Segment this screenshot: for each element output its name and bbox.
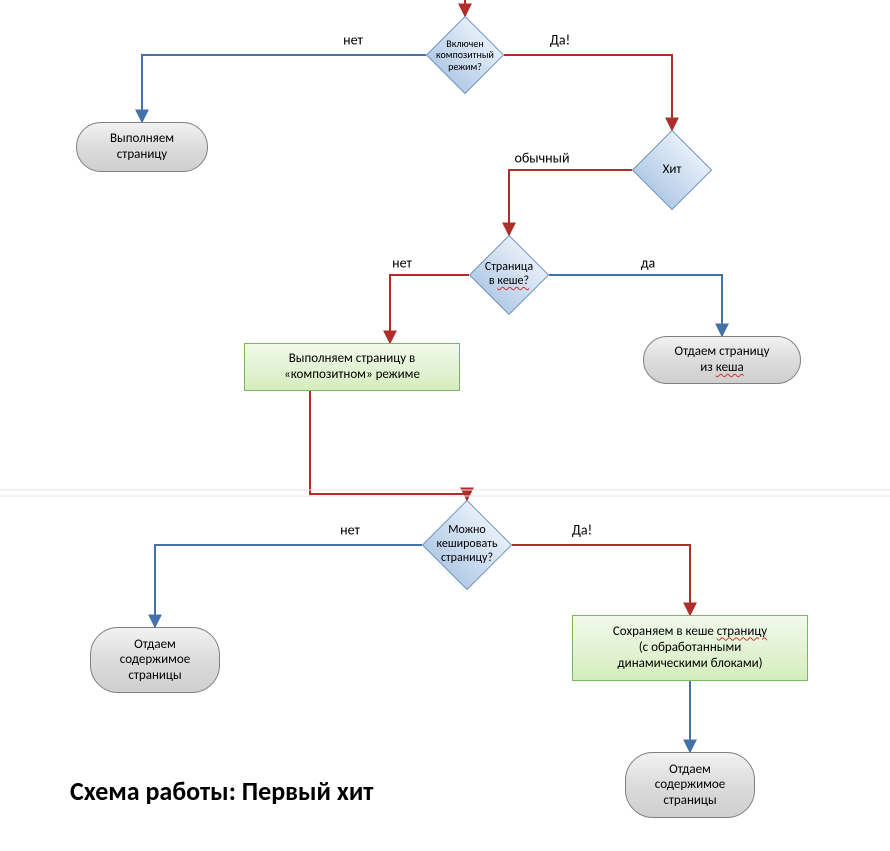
edge-label-e2: Да!: [550, 32, 570, 49]
process-label: Выполняем страницу в«композитном» режиме: [245, 351, 459, 384]
flowchart-stage: Включенкомпозитныйрежим? Выполняемстраниц…: [0, 0, 890, 851]
decision-d4: Можнокешироватьстраницу?: [422, 500, 512, 590]
edge-e2: [504, 55, 672, 130]
process-label: Сохраняем в кеше страницу(с обработанным…: [573, 624, 807, 673]
edge-label-e7: нет: [340, 522, 360, 539]
edge-e7: [155, 545, 422, 627]
chart-title: Схема работы: Первый хит: [70, 775, 373, 807]
decision-d3: Страницав кеше?: [469, 235, 549, 315]
terminator-t1: Выполняемстраницу: [76, 122, 208, 172]
decision-d2: Хит: [632, 130, 712, 210]
terminator-t3: Отдаемсодержимоестраницы: [90, 627, 220, 693]
edge-label-e4: нет: [392, 255, 412, 272]
decision-label: Включенкомпозитныйрежим?: [432, 38, 498, 73]
edge-e4: [390, 275, 469, 343]
edge-label-e5: да: [641, 255, 656, 272]
process-p2: Сохраняем в кеше страницу(с обработанным…: [572, 615, 808, 681]
terminator-t4: Отдаемсодержимоестраницы: [625, 752, 755, 818]
decision-label: Можнокешироватьстраницу?: [432, 524, 501, 565]
edge-e3: [509, 170, 632, 235]
terminator-label: Отдаемсодержимоестраницы: [626, 762, 754, 809]
decision-label: Хит: [659, 163, 686, 178]
edge-label-e3: обычный: [514, 150, 569, 167]
edge-e6: [310, 391, 467, 500]
terminator-label: Отдаем страницуиз кеша: [644, 344, 800, 375]
terminator-label: Выполняемстраницу: [77, 131, 207, 162]
edge-e8: [512, 545, 690, 615]
edge-label-e8: Да!: [572, 522, 592, 539]
terminator-label: Отдаемсодержимоестраницы: [91, 637, 219, 684]
edge-label-e1: нет: [343, 32, 363, 49]
decision-label: Страницав кеше?: [481, 261, 537, 289]
edge-e1: [142, 55, 426, 122]
decision-d1: Включенкомпозитныйрежим?: [426, 16, 504, 94]
process-p1: Выполняем страницу в«композитном» режиме: [244, 343, 460, 391]
terminator-t2: Отдаем страницуиз кеша: [643, 336, 801, 384]
edge-e5: [549, 275, 722, 336]
